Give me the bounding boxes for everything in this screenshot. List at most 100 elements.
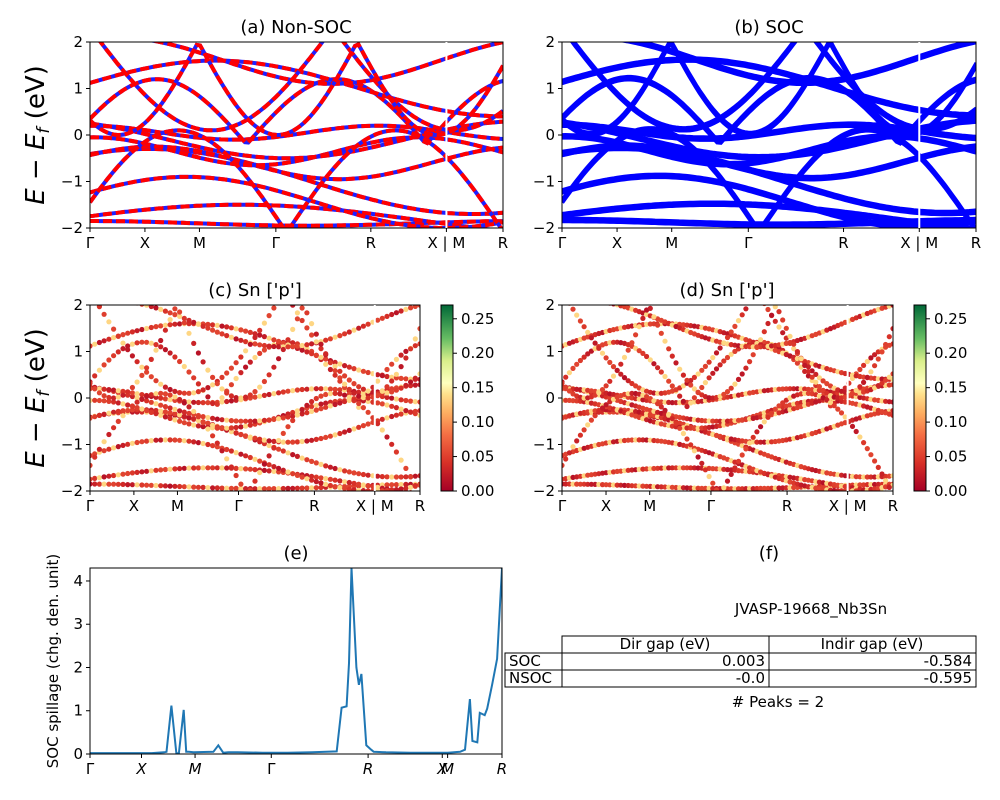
band-dot [134, 395, 140, 401]
band-dot [342, 392, 348, 398]
band-dot [655, 390, 661, 396]
band-dot [360, 386, 366, 392]
band-dot [233, 430, 239, 436]
panel-c-ytick-label: 1 [73, 343, 83, 361]
band-dot [233, 424, 239, 431]
panel-a-title: (a) Non-SOC [240, 17, 351, 38]
band-dot [393, 310, 399, 316]
ylabel-row1-e: E [21, 188, 51, 205]
band-dot [802, 390, 808, 396]
band-dot [662, 484, 668, 490]
band-dot [116, 298, 121, 303]
band-dot [233, 395, 239, 401]
band-dot [365, 472, 371, 478]
band-dot [280, 467, 286, 473]
band-dot [816, 384, 823, 390]
band-dot [125, 347, 131, 353]
band-dot [393, 405, 399, 411]
panel-b-xtick-label: M [665, 234, 678, 252]
band-dot [412, 473, 418, 479]
band-dot [346, 486, 352, 491]
band-dot [890, 305, 893, 308]
band-dot [702, 485, 709, 491]
band-dot [219, 331, 225, 337]
band-dot [662, 465, 668, 471]
band-dot [750, 352, 756, 358]
band-dot [412, 382, 418, 388]
band-dot [290, 326, 296, 332]
band-dot [181, 484, 187, 490]
band-dot [861, 362, 867, 368]
band-line-dashed [90, 58, 503, 119]
band-dot [214, 444, 220, 450]
band-dot [111, 298, 116, 303]
band-dot [238, 431, 244, 438]
band-dot [577, 357, 584, 364]
band-dot [172, 406, 178, 412]
band-dot [252, 394, 258, 400]
band-dot [607, 359, 613, 365]
band-dot [276, 446, 282, 452]
band-dot [195, 465, 201, 471]
band-dot [129, 407, 135, 413]
table-header-dir: Dir gap (eV) [620, 635, 711, 653]
band-dot [101, 439, 107, 445]
band-dot [177, 321, 183, 327]
band-dot [243, 466, 249, 472]
band-dot [252, 334, 258, 341]
band-dot [238, 370, 244, 376]
band-dot [247, 418, 253, 424]
band-dot [728, 351, 734, 357]
band-dot [200, 414, 206, 420]
band-dot [111, 326, 117, 332]
panel-a-xtick-label: Γ [272, 234, 281, 252]
band-dot [224, 390, 230, 396]
band-dot [158, 344, 164, 350]
band-dot [224, 485, 230, 491]
band-dot [195, 389, 201, 395]
band-dot [247, 341, 253, 347]
band-dot [356, 404, 362, 410]
band-dot [247, 434, 253, 440]
band-dot [408, 383, 414, 389]
band-dot [721, 358, 727, 364]
band-dot [148, 399, 154, 405]
band-dot [87, 299, 92, 304]
band-dot [148, 468, 154, 474]
panel-a-xtick-label: R [498, 234, 508, 252]
band-dot [233, 418, 239, 424]
band-dot [743, 486, 749, 491]
band-dot [651, 484, 657, 490]
band-dot [739, 486, 745, 491]
band-dot [144, 325, 150, 332]
band-dot [120, 471, 126, 477]
band-dot [92, 454, 98, 460]
band-dot [115, 472, 121, 478]
band-dot [389, 374, 395, 380]
band-dot [375, 392, 381, 398]
band-dot [162, 391, 168, 397]
band-dot [125, 402, 131, 408]
band-dot [257, 332, 263, 338]
band-dot [356, 325, 362, 331]
band-dot [805, 369, 812, 375]
band-dot [172, 437, 178, 443]
band-dot [111, 409, 117, 415]
band-dot [106, 319, 112, 325]
band-dot [158, 402, 164, 408]
band-dot [266, 468, 272, 474]
band-dot [162, 437, 168, 443]
table-title: JVASP-19668_Nb3Sn [734, 600, 887, 619]
band-dot [158, 306, 164, 312]
band-dot [695, 371, 701, 377]
band-dot [92, 373, 98, 379]
band-dot [658, 404, 664, 410]
band-dot [772, 305, 778, 310]
band-dot [214, 425, 220, 431]
band-dot [864, 358, 870, 365]
panel-b-ytick-label: −2 [533, 219, 555, 237]
band-dot [342, 479, 348, 485]
band-dot [886, 334, 892, 340]
band-dot [144, 305, 150, 308]
band-dot [318, 401, 324, 407]
